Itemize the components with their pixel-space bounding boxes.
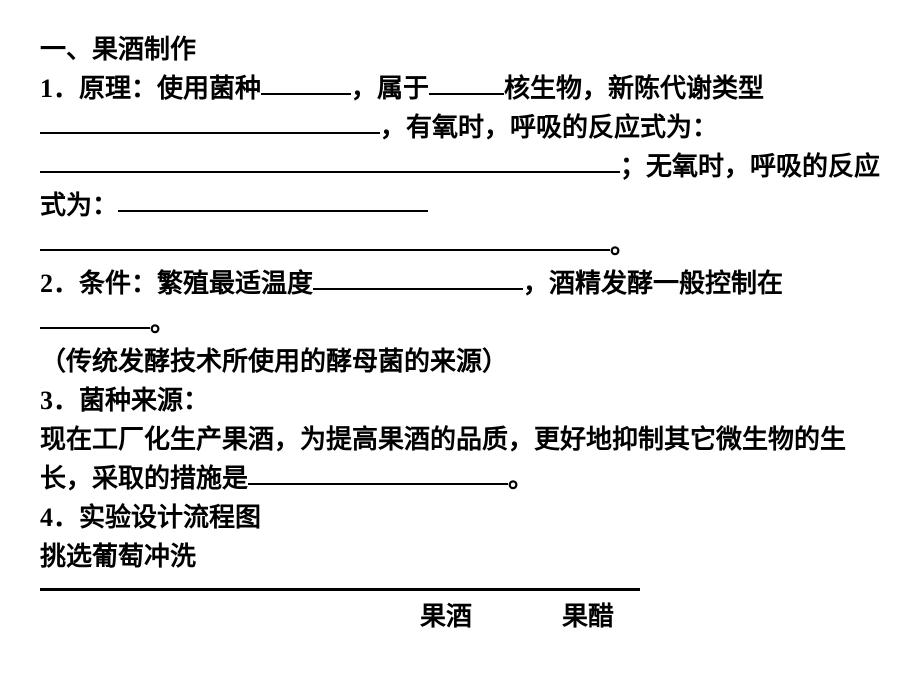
item-2: 2．条件：繁殖最适温度 ，酒精发酵一般控制在。: [40, 264, 880, 342]
blank-measure: [248, 459, 508, 485]
blank-metabolism-type: [40, 108, 380, 134]
item2-text-b: ，酒精发酵一般控制在: [523, 269, 783, 298]
flow-line: [40, 588, 640, 591]
flow-outputs: 果酒 果醋: [420, 597, 880, 636]
blank-aerobic-reaction: [40, 147, 620, 173]
blank-anaerobic-reaction-2: [40, 225, 610, 251]
blank-anaerobic-reaction-1: [118, 186, 428, 212]
blank-organism-type: [429, 69, 504, 95]
item1-text-c: 核生物，新陈代谢类型: [504, 74, 764, 103]
item-4-label: 4．实验设计流程图: [40, 498, 880, 537]
flow-output-wine: 果酒: [420, 597, 472, 636]
item-4-step: 挑选葡萄冲洗: [40, 537, 880, 576]
item1-text-f: 。: [610, 230, 636, 259]
flow-output-vinegar: 果醋: [562, 597, 614, 636]
blank-species: [261, 69, 351, 95]
item2-text-c: 。: [150, 308, 176, 337]
item3-text-c: 。: [508, 464, 534, 493]
item-1: 1．原理：使用菌种，属于核生物，新陈代谢类型，有氧时，呼吸的反应式为：；无氧时，…: [40, 69, 880, 264]
item-3-label: 3．菌种来源：: [40, 381, 880, 420]
blank-ferment-temp: [40, 303, 150, 329]
item1-text-d: ，有氧时，呼吸的反应式为：: [380, 113, 718, 142]
section-heading: 一、果酒制作: [40, 30, 880, 69]
item-3-body: 现在工厂化生产果酒，为提高果酒的品质，更好地抑制其它微生物的生长，采取的措施是。: [40, 420, 880, 498]
item1-text-b: ，属于: [351, 74, 429, 103]
blank-optimal-temp: [313, 264, 523, 290]
item-2-note: （传统发酵技术所使用的酵母菌的来源）: [40, 342, 880, 381]
document-body: 一、果酒制作 1．原理：使用菌种 ，属于 核生物，新陈代谢类型 ，有氧时，呼吸的反应式…: [0, 0, 920, 666]
item1-text-a: 1．原理：使用菌种: [40, 74, 261, 103]
item2-text-a: 2．条件：繁殖最适温度: [40, 269, 313, 298]
